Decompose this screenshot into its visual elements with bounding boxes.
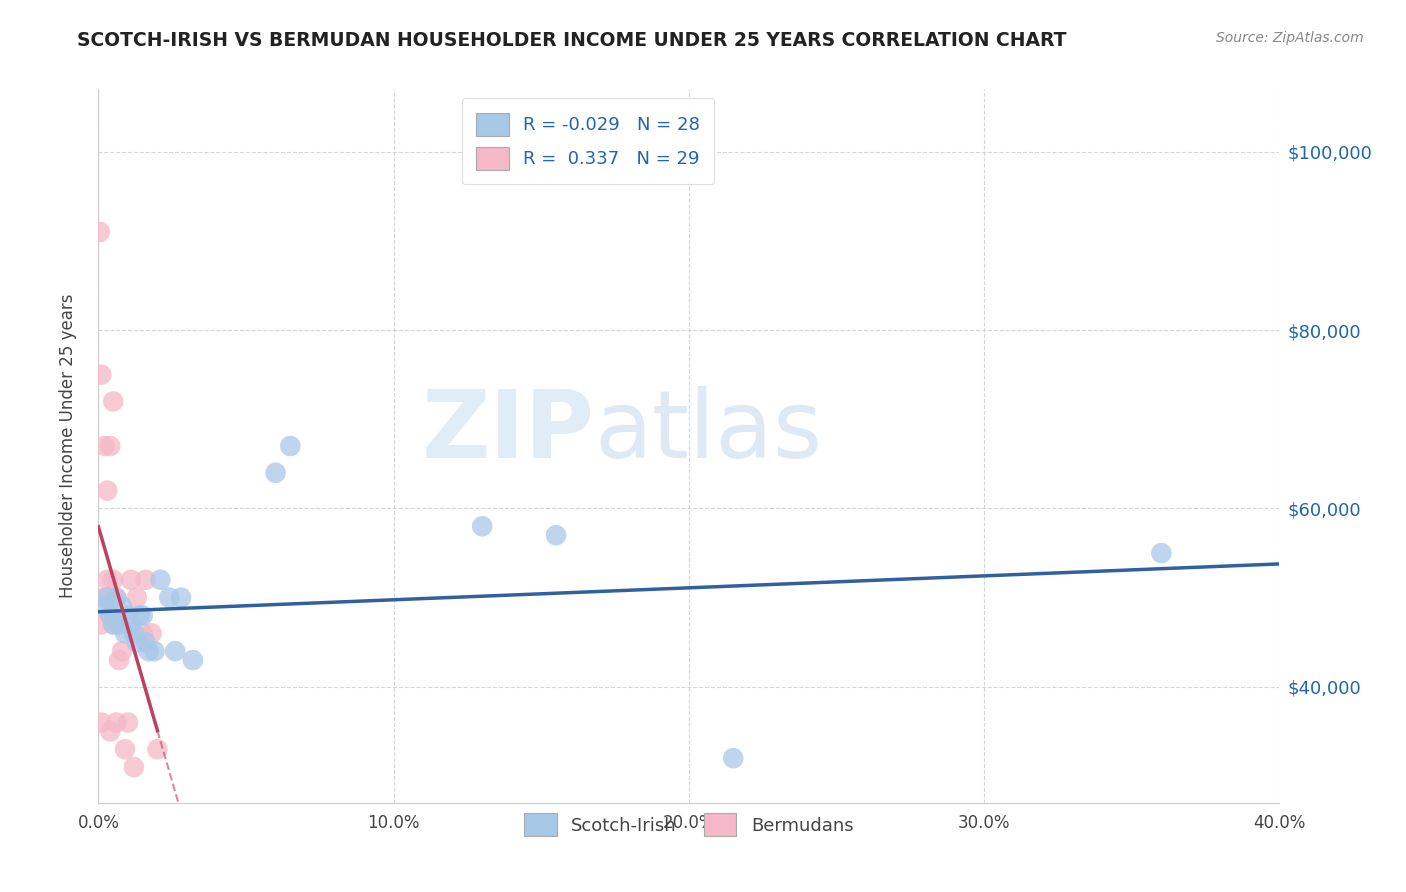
Point [125, 635, 148, 649]
Point [90, 715, 112, 730]
Text: ZIP: ZIP [422, 385, 595, 478]
Point [120, 573, 142, 587]
Point [98, 608, 121, 623]
Point [122, 626, 145, 640]
Point [96, 591, 118, 605]
Point [114, 742, 136, 756]
Point [149, 573, 172, 587]
Point [132, 626, 155, 640]
Point [103, 617, 125, 632]
Y-axis label: Householder Income Under 25 years: Householder Income Under 25 years [59, 293, 77, 599]
Point [103, 394, 125, 409]
Point [122, 760, 145, 774]
Point [114, 626, 136, 640]
Point [1150, 546, 1173, 560]
Point [103, 617, 125, 632]
Point [135, 635, 157, 649]
Point [90, 617, 112, 632]
Point [98, 724, 121, 739]
Point [111, 644, 134, 658]
Point [93, 599, 115, 614]
Point [723, 751, 745, 765]
Point [546, 528, 568, 542]
Legend: Scotch-Irish, Bermudans: Scotch-Irish, Bermudans [513, 803, 865, 847]
Point [165, 644, 187, 658]
Point [143, 644, 166, 658]
Point [264, 466, 287, 480]
Point [138, 644, 160, 658]
Point [96, 573, 118, 587]
Point [471, 519, 494, 533]
Point [108, 653, 131, 667]
Point [120, 617, 142, 632]
Point [157, 591, 180, 605]
Point [98, 439, 121, 453]
Point [135, 573, 157, 587]
Point [105, 715, 128, 730]
Point [181, 653, 204, 667]
Point [170, 591, 193, 605]
Point [98, 608, 121, 623]
Point [132, 608, 155, 623]
Text: Source: ZipAtlas.com: Source: ZipAtlas.com [1216, 31, 1364, 45]
Point [125, 591, 148, 605]
Point [103, 573, 125, 587]
Point [89, 225, 111, 239]
Point [117, 715, 139, 730]
Text: atlas: atlas [595, 385, 823, 478]
Point [111, 599, 134, 614]
Text: SCOTCH-IRISH VS BERMUDAN HOUSEHOLDER INCOME UNDER 25 YEARS CORRELATION CHART: SCOTCH-IRISH VS BERMUDAN HOUSEHOLDER INC… [77, 31, 1067, 50]
Point [105, 591, 128, 605]
Point [141, 626, 163, 640]
Point [280, 439, 302, 453]
Point [108, 617, 131, 632]
Point [108, 617, 131, 632]
Point [128, 608, 150, 623]
Point [93, 591, 115, 605]
Point [117, 608, 139, 623]
Point [96, 591, 118, 605]
Point [96, 483, 118, 498]
Point [146, 742, 169, 756]
Point [93, 439, 115, 453]
Point [105, 591, 128, 605]
Point [90, 368, 112, 382]
